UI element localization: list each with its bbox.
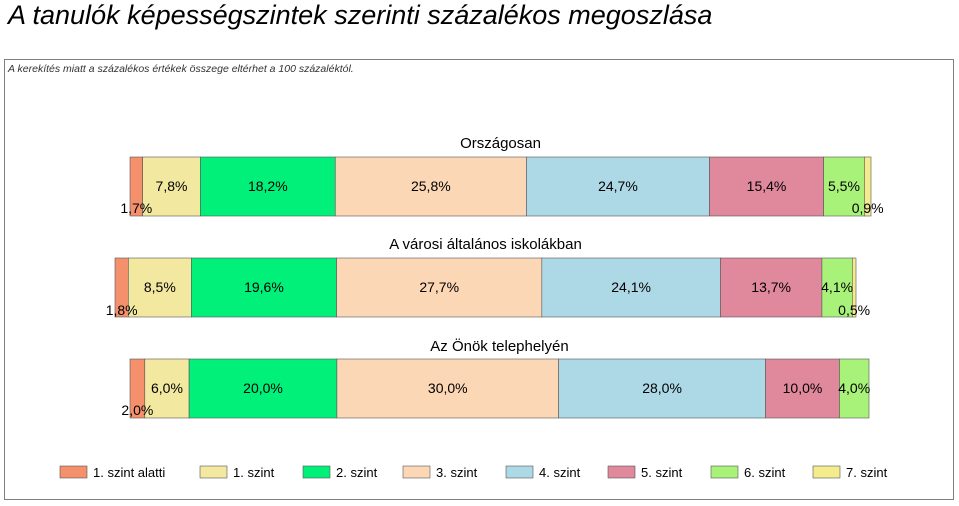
page-title: A tanulók képességszintek szerinti száza… (8, 0, 713, 30)
legend-swatch-1 (199, 465, 228, 479)
data-label-0-1: 7,8% (156, 178, 188, 194)
bar-segment-2-5 (765, 358, 840, 419)
legend-swatch-6 (710, 465, 739, 479)
legend-label-2: 2. szint (336, 465, 378, 480)
bar-segment-1-3 (336, 257, 543, 318)
bar-segment-0-6 (823, 156, 865, 217)
bar-segment-2-3 (336, 358, 559, 419)
bar-segment-1-2 (191, 257, 337, 318)
legend-label-5: 5. szint (641, 465, 683, 480)
data-label-0-3: 25,8% (411, 178, 451, 194)
data-label-0-5: 15,4% (747, 178, 787, 194)
data-label-2-6: 4,0% (838, 380, 870, 396)
data-label-2-1: 6,0% (151, 380, 183, 396)
data-label-0-2: 18,2% (248, 178, 288, 194)
legend-label-4: 4. szint (539, 465, 581, 480)
data-label-2-2: 20,0% (243, 380, 283, 396)
data-label-2-5: 10,0% (783, 380, 823, 396)
data-label-1-4: 24,1% (611, 279, 651, 295)
legend-label-6: 6. szint (744, 465, 786, 480)
bar-segment-1-5 (720, 257, 823, 318)
data-label-2-4: 28,0% (642, 380, 682, 396)
bar-segment-1-4 (541, 257, 721, 318)
legend-label-3: 3. szint (436, 465, 478, 480)
bar-segment-2-6 (839, 358, 870, 419)
legend-swatch-2 (302, 465, 331, 479)
legend-swatch-5 (607, 465, 636, 479)
data-label-0-7: 0,9% (852, 200, 884, 216)
bar-segment-0-4 (526, 156, 710, 217)
rounding-note: A kerekítés miatt a százalékos értékek ö… (8, 63, 354, 75)
bar-segment-1-1 (128, 257, 192, 318)
data-label-1-0: 1,8% (106, 302, 138, 318)
data-label-1-1: 8,5% (144, 279, 176, 295)
bar-segment-0-3 (334, 156, 527, 217)
bar-segment-0-7 (864, 156, 872, 217)
bar-segment-0-2 (200, 156, 336, 217)
bar-segment-2-2 (188, 358, 338, 419)
data-label-2-3: 30,0% (428, 380, 468, 396)
group-title-1: A városi általános iskolákban (389, 236, 582, 253)
group-title-0: Országosan (460, 135, 541, 152)
data-label-0-6: 5,5% (828, 178, 860, 194)
bar-segment-0-5 (709, 156, 824, 217)
legend-swatch-7 (812, 465, 841, 479)
data-label-0-4: 24,7% (598, 178, 638, 194)
legend-swatch-3 (402, 465, 431, 479)
legend-label-1: 1. szint (233, 465, 275, 480)
bar-segment-2-4 (558, 358, 766, 419)
data-label-1-7: 0,5% (838, 302, 870, 318)
data-label-1-5: 13,7% (751, 279, 791, 295)
data-label-1-2: 19,6% (244, 279, 284, 295)
bar-segment-2-1 (144, 358, 190, 419)
legend-swatch-0 (59, 465, 88, 479)
legend-label-7: 7. szint (846, 465, 888, 480)
data-label-1-3: 27,7% (419, 279, 459, 295)
data-label-2-0: 2,0% (121, 402, 153, 418)
group-title-2: Az Önök telephelyén (430, 337, 568, 355)
data-label-1-6: 4,1% (821, 279, 853, 295)
data-label-0-0: 1,7% (120, 200, 152, 216)
legend-swatch-4 (505, 465, 534, 479)
chart-frame (4, 59, 954, 500)
legend-label-0: 1. szint alatti (93, 465, 165, 480)
bar-segment-1-7 (851, 257, 857, 318)
